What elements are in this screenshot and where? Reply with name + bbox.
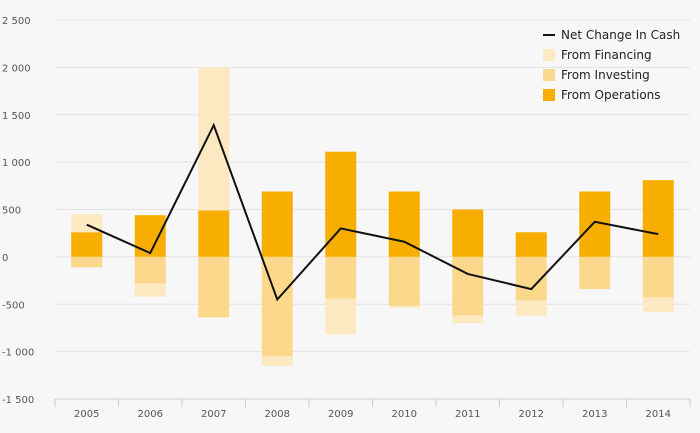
y-axis-tick-labels: 2 500 2 000 1 500 1 000 500 0 -500 -1 000 -1 500 (2, 16, 34, 406)
bar-from-investing-2013 (579, 256, 611, 290)
x-tick-label: 2013 (582, 409, 607, 420)
bar-from-investing-2010 (388, 256, 420, 307)
x-tick-label: 2005 (74, 409, 99, 420)
bar-from-investing-2005 (71, 256, 103, 268)
y-tick-label: 2 000 (2, 63, 31, 74)
bar-from-investing-2011 (452, 256, 484, 316)
bar-from-financing-2009 (325, 298, 357, 335)
bar-from-operations-2014 (642, 180, 674, 257)
bar-from-investing-2007 (198, 256, 230, 318)
bar-from-operations-2011 (452, 209, 484, 257)
legend-swatch (543, 49, 555, 61)
bars (71, 67, 674, 366)
bar-from-investing-2014 (642, 256, 674, 298)
bar-from-operations-2007 (198, 210, 230, 257)
legend-label: From Financing (561, 48, 652, 62)
y-tick-label: 500 (2, 206, 21, 217)
bar-from-financing-2010 (388, 306, 420, 309)
y-tick-label: 1 000 (2, 158, 31, 169)
legend-label: From Investing (561, 68, 650, 82)
bar-from-investing-2009 (325, 256, 357, 299)
legend-swatch (543, 89, 555, 101)
x-axis: 2005 2006 2007 2008 2009 2010 2011 2012 2013 2014 (54, 398, 691, 420)
bar-from-operations-2008 (261, 191, 293, 257)
legend-label: From Operations (561, 88, 661, 102)
x-tick-label: 2011 (455, 409, 480, 420)
y-tick-label: -1 000 (2, 348, 34, 359)
bar-from-financing-2014 (642, 297, 674, 312)
x-tick-label: 2006 (138, 409, 163, 420)
x-tick-label: 2012 (519, 409, 544, 420)
y-tick-label: -1 500 (2, 395, 34, 406)
legend-swatch (543, 69, 555, 81)
legend-label: Net Change In Cash (561, 28, 680, 42)
y-tick-label: 2 500 (2, 16, 31, 27)
bar-from-investing-2006 (134, 256, 166, 284)
net-change-line (86, 122, 659, 302)
net-change-line-group (86, 122, 659, 302)
bar-from-financing-2006 (134, 283, 166, 297)
x-tick-label: 2009 (328, 409, 353, 420)
bar-from-operations-2012 (515, 232, 547, 257)
bar-from-financing-2007 (198, 67, 230, 211)
bar-from-financing-2012 (515, 300, 547, 316)
x-tick-label: 2014 (646, 409, 671, 420)
y-tick-label: -500 (2, 300, 25, 311)
x-tick-label: 2008 (265, 409, 290, 420)
x-tick-label: 2007 (201, 409, 226, 420)
bar-from-operations-2005 (71, 232, 103, 257)
bar-from-financing-2011 (452, 315, 484, 324)
bar-from-financing-2008 (261, 356, 293, 366)
y-tick-label: 0 (2, 253, 8, 264)
legend: Net Change In Cash From Financing From Inv… (543, 28, 680, 102)
y-tick-label: 1 500 (2, 111, 31, 122)
x-tick-label: 2010 (392, 409, 417, 420)
bar-from-operations-2006 (134, 215, 166, 257)
